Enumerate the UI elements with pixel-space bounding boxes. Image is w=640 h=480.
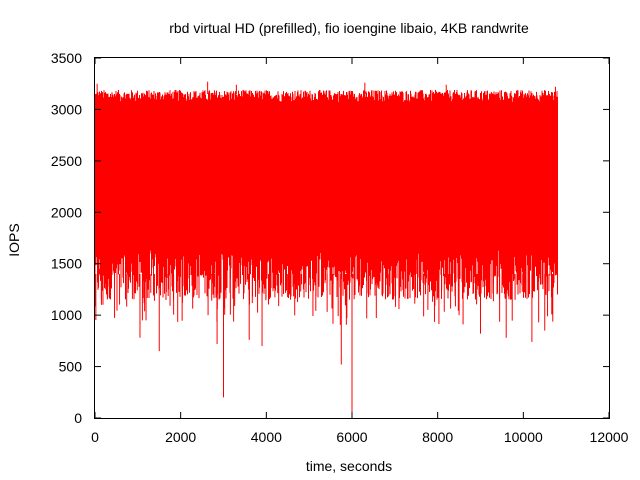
y-axis-label: IOPS bbox=[6, 223, 22, 256]
x-tick-label: 8000 bbox=[422, 429, 453, 445]
x-tick-label: 12000 bbox=[590, 429, 629, 445]
y-tick-label: 2000 bbox=[51, 204, 82, 220]
series-line bbox=[94, 89, 558, 325]
y-tick-label: 1500 bbox=[51, 256, 82, 272]
x-tick-label: 0 bbox=[91, 429, 99, 445]
x-axis-label: time, seconds bbox=[306, 458, 392, 474]
x-tick-label: 10000 bbox=[504, 429, 543, 445]
y-tick-label: 3500 bbox=[51, 50, 82, 66]
x-tick-label: 6000 bbox=[336, 429, 367, 445]
plot-frame bbox=[94, 57, 610, 419]
plot-area bbox=[94, 81, 558, 418]
y-tick-label: 1000 bbox=[51, 307, 82, 323]
x-tick-label: 4000 bbox=[251, 429, 282, 445]
y-tick-label: 2500 bbox=[51, 153, 82, 169]
y-tick-label: 500 bbox=[59, 359, 83, 375]
y-tick-label: 0 bbox=[74, 410, 82, 426]
x-tick-label: 2000 bbox=[165, 429, 196, 445]
axis-ticks: 0 2000 4000 6000 8000 10000 12000 0 500 1000 1500 2… bbox=[51, 50, 629, 445]
chart-title: rbd virtual HD (prefilled), fio ioengine… bbox=[169, 20, 529, 36]
y-tick-label: 3000 bbox=[51, 101, 82, 117]
